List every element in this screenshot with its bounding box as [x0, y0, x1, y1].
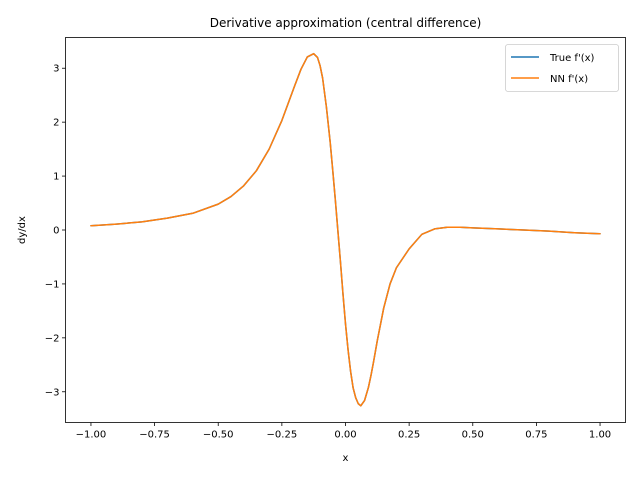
x-tick-label: 0.25: [398, 430, 420, 441]
x-tick-label: 1.00: [589, 430, 611, 441]
y-axis-ticks: −3 −2 −1 0 1 2 3: [45, 64, 66, 398]
y-tick-label: −1: [45, 279, 60, 290]
legend: True f'(x) NN f'(x): [505, 44, 619, 92]
chart-title: Derivative approximation (central differ…: [210, 16, 482, 30]
y-axis-label: dy/dx: [17, 216, 28, 244]
x-tick-label: 0.75: [525, 430, 547, 441]
x-tick-label: −0.50: [203, 430, 234, 441]
series-layer: [90, 52, 601, 407]
series-line-1: [90, 52, 601, 407]
legend-label-nn: NN f'(x): [550, 74, 588, 85]
y-tick-label: −3: [45, 387, 60, 398]
y-tick-label: −2: [45, 333, 60, 344]
x-tick-label: −0.25: [267, 430, 298, 441]
x-tick-label: 0.00: [334, 430, 356, 441]
plot-area: [65, 37, 626, 423]
x-axis-label: x: [343, 453, 349, 464]
legend-label-true: True f'(x): [549, 53, 595, 64]
x-axis-ticks: −1.00 −0.75 −0.50 −0.25 0.00 0.25 0.50 0.75 1.00: [76, 422, 611, 441]
x-tick-label: 0.50: [462, 430, 484, 441]
x-tick-label: −0.75: [139, 430, 170, 441]
y-tick-label: 0: [53, 226, 59, 237]
y-tick-label: 2: [53, 118, 59, 129]
x-tick-label: −1.00: [76, 430, 107, 441]
y-tick-label: 1: [53, 172, 59, 183]
y-tick-label: 3: [53, 64, 59, 75]
